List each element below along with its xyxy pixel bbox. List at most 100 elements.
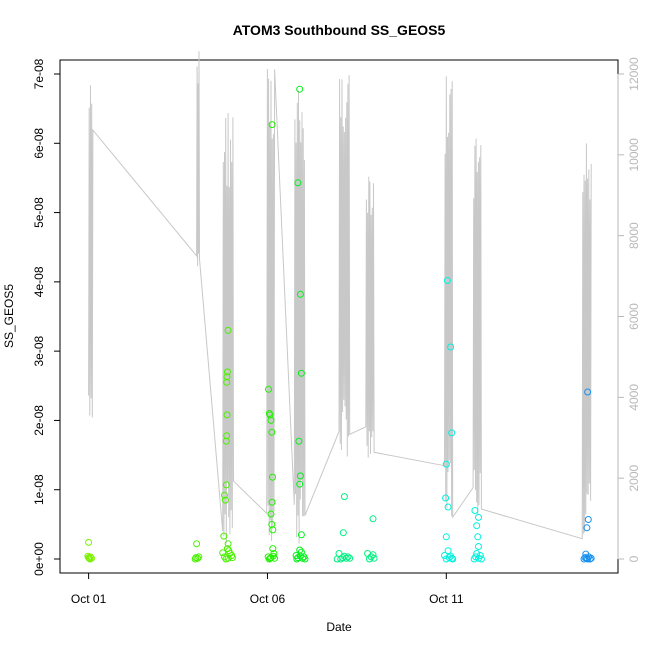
data-point	[365, 555, 373, 563]
y2-tick-label: 4000	[627, 384, 641, 411]
data-point	[449, 555, 457, 563]
data-point	[271, 554, 279, 562]
y-tick-label: 1e-08	[32, 474, 46, 505]
data-point	[269, 473, 276, 481]
data-point	[267, 510, 275, 518]
data-point	[587, 554, 595, 562]
data-point	[223, 373, 231, 381]
data-point	[471, 507, 479, 514]
data-point	[448, 429, 456, 437]
data-point	[476, 552, 484, 559]
data-point	[447, 343, 455, 351]
y-axis-label: SS_GEOS5	[2, 284, 16, 348]
data-point	[193, 540, 201, 548]
data-point	[195, 553, 203, 561]
data-point	[221, 491, 228, 499]
x-tick-label: Oct 06	[250, 592, 286, 606]
y-axis-right: 0 2000 4000 6000 8000 10000 12000	[617, 57, 641, 562]
data-point	[296, 480, 304, 488]
y-tick-label: 2e-08	[32, 405, 46, 436]
data-point	[584, 555, 592, 563]
data-point	[586, 555, 594, 563]
y2-tick-label: 6000	[627, 303, 641, 330]
data-point	[584, 516, 592, 523]
data-point	[221, 496, 229, 504]
data-point	[223, 368, 231, 376]
data-point	[268, 498, 276, 506]
data-point	[346, 554, 354, 562]
data-point	[223, 432, 231, 440]
data-point	[297, 369, 305, 377]
data-point	[477, 555, 485, 563]
data-point	[224, 326, 232, 334]
data-point	[370, 554, 378, 562]
data-point	[301, 555, 309, 563]
data-point	[191, 555, 199, 563]
altitude-lines	[88, 51, 592, 544]
data-point	[473, 550, 481, 557]
x-tick-label: Oct 01	[71, 592, 107, 606]
data-point	[297, 531, 305, 539]
data-point	[443, 277, 451, 284]
data-point	[340, 493, 348, 501]
data-point	[292, 552, 300, 559]
x-tick-label: Oct 11	[429, 592, 464, 606]
y-tick-label: 6e-08	[32, 128, 46, 159]
data-point	[344, 553, 352, 561]
y-tick-label: 7e-08	[32, 58, 46, 89]
y2-tick-label: 8000	[627, 222, 641, 249]
data-point	[473, 522, 481, 530]
data-point	[475, 543, 482, 550]
data-point	[222, 481, 230, 489]
data-point	[445, 554, 453, 562]
data-point	[444, 503, 452, 511]
data-point	[339, 529, 347, 537]
data-point	[223, 411, 231, 419]
y-tick-label: 4e-08	[32, 266, 46, 297]
data-point	[583, 524, 591, 532]
data-point	[296, 472, 304, 480]
y2-tick-label: 12000	[627, 57, 641, 91]
data-point	[221, 553, 228, 561]
data-point	[448, 554, 456, 562]
data-point	[85, 538, 93, 546]
data-point	[442, 460, 450, 468]
y-axis-left: 0e+00 1e-08 2e-08 3e-08 4e-08 5e-08 6e-08 7e-08	[32, 58, 61, 576]
y-tick-label: 3e-08	[32, 335, 46, 366]
data-point	[295, 437, 303, 445]
chart-title: ATOM3 Southbound SS_GEOS5	[233, 22, 446, 38]
data-point	[474, 533, 482, 541]
data-point	[228, 554, 236, 562]
y-tick-label: 5e-08	[32, 197, 46, 228]
data-point	[224, 540, 232, 548]
data-point	[475, 513, 482, 521]
data-point	[269, 526, 277, 534]
data-point	[294, 179, 302, 187]
y-tick-label: 0e+00	[32, 542, 46, 576]
y2-tick-label: 10000	[627, 138, 641, 172]
data-point	[442, 533, 450, 541]
data-points	[84, 85, 595, 563]
data-point	[220, 532, 228, 540]
data-point	[268, 121, 276, 129]
data-point	[296, 85, 304, 93]
altitude-line	[88, 51, 592, 544]
x-axis: Oct 01 Oct 06 Oct 11	[71, 572, 464, 606]
y2-tick-label: 0	[627, 555, 641, 562]
x-axis-label: Date	[326, 620, 352, 634]
data-point	[219, 549, 227, 557]
data-point	[269, 545, 277, 553]
data-point	[444, 547, 452, 555]
data-point	[265, 385, 272, 393]
data-point	[584, 388, 592, 396]
data-point	[268, 428, 276, 436]
data-point	[333, 555, 341, 563]
data-point	[369, 515, 377, 523]
data-point	[342, 554, 350, 562]
data-point	[267, 416, 275, 424]
data-point	[86, 555, 94, 563]
data-point	[369, 551, 377, 559]
y2-tick-label: 2000	[627, 464, 641, 491]
data-point	[224, 554, 232, 562]
